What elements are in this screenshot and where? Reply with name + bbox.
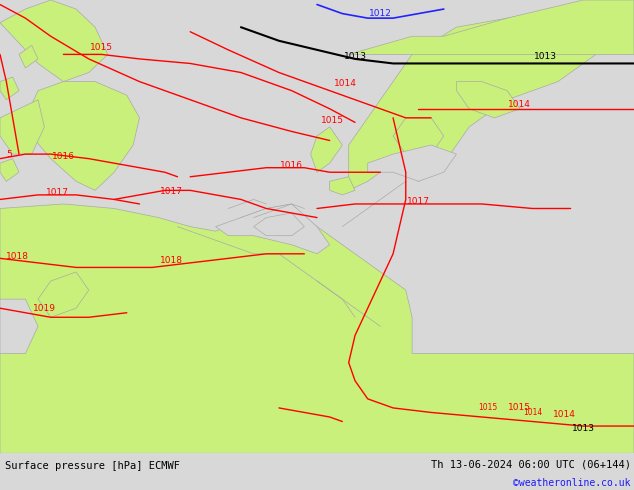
Text: 1018: 1018 <box>6 251 29 261</box>
Text: 1014: 1014 <box>553 410 576 419</box>
Text: 1014: 1014 <box>334 79 357 88</box>
Polygon shape <box>0 99 44 154</box>
Text: Surface pressure [hPa] ECMWF: Surface pressure [hPa] ECMWF <box>5 461 180 471</box>
Polygon shape <box>0 204 634 453</box>
Polygon shape <box>25 82 139 191</box>
Text: 1014: 1014 <box>508 100 531 109</box>
Text: ©weatheronline.co.uk: ©weatheronline.co.uk <box>514 478 631 489</box>
Text: 1013: 1013 <box>572 424 595 433</box>
Text: 1019: 1019 <box>33 304 56 313</box>
Text: 5: 5 <box>6 149 12 159</box>
Text: 1017: 1017 <box>160 187 183 196</box>
Polygon shape <box>0 299 38 354</box>
Text: 1015: 1015 <box>479 403 498 413</box>
Text: 1018: 1018 <box>160 256 183 265</box>
Polygon shape <box>216 204 330 254</box>
Text: 1015: 1015 <box>90 43 113 52</box>
Text: 1013: 1013 <box>344 52 366 61</box>
Text: 1015: 1015 <box>321 116 344 124</box>
Text: 1016: 1016 <box>52 152 75 161</box>
Polygon shape <box>0 159 19 181</box>
Text: 1012: 1012 <box>369 9 392 18</box>
Text: 1014: 1014 <box>523 408 542 417</box>
Polygon shape <box>456 82 520 118</box>
Polygon shape <box>0 77 19 99</box>
Text: 1017: 1017 <box>407 197 430 206</box>
Text: 1016: 1016 <box>280 161 303 170</box>
Polygon shape <box>349 0 634 191</box>
Polygon shape <box>349 0 634 54</box>
Text: 1017: 1017 <box>46 188 68 197</box>
Polygon shape <box>0 0 108 82</box>
Text: 1015: 1015 <box>508 403 531 413</box>
Text: Th 13-06-2024 06:00 UTC (06+144): Th 13-06-2024 06:00 UTC (06+144) <box>431 459 631 469</box>
Text: 1013: 1013 <box>534 52 557 61</box>
Polygon shape <box>368 145 456 181</box>
Polygon shape <box>254 213 304 236</box>
Polygon shape <box>38 272 89 318</box>
Polygon shape <box>311 127 342 172</box>
Polygon shape <box>19 46 38 68</box>
Polygon shape <box>393 118 444 154</box>
Polygon shape <box>330 177 355 195</box>
